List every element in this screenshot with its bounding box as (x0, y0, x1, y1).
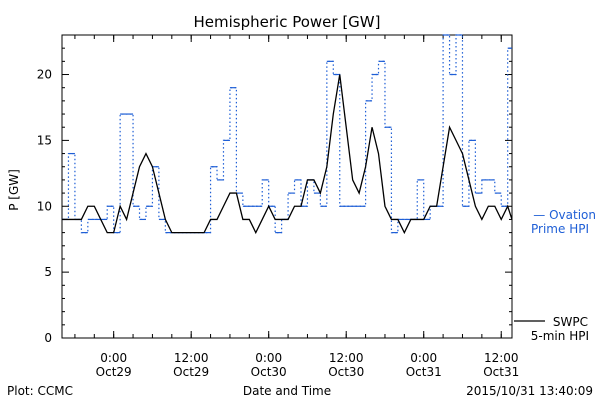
series-line-swpc (62, 74, 513, 235)
x-tick-label: 12:00 (329, 351, 364, 365)
x-tick-label: 0:00 (100, 351, 127, 365)
plot-frame (61, 34, 513, 339)
legend-ovation-line1: — Ovation (533, 208, 596, 222)
x-tick-label: 12:00 (174, 351, 209, 365)
series-layer (62, 34, 513, 235)
x-tick-label: Oct31 (406, 365, 442, 379)
y-tick-label: 5 (44, 265, 52, 279)
legend-swpc-line1: SWPC (553, 315, 588, 329)
x-axis-label: Date and Time (243, 384, 331, 398)
legend-ovation-line2: Prime HPI (531, 222, 589, 236)
y-tick-label: 15 (37, 133, 52, 147)
x-axis: 0:00Oct2912:00Oct290:00Oct3012:00Oct300:… (74, 35, 519, 379)
y-tick-label: 10 (37, 199, 52, 213)
x-tick-label: Oct31 (483, 365, 519, 379)
plot-credit: Plot: CCMC (7, 384, 73, 398)
chart-title: Hemispheric Power [GW] (194, 13, 381, 31)
x-tick-label: Oct29 (96, 365, 132, 379)
x-tick-label: 12:00 (484, 351, 519, 365)
y-axis: 0 5 10 15 20 (37, 34, 512, 345)
x-tick-label: Oct30 (251, 365, 287, 379)
y-tick-label: 20 (37, 68, 52, 82)
y-tick-label: 0 (44, 331, 52, 345)
x-tick-label: 0:00 (255, 351, 282, 365)
series-line-ovation-prime (62, 34, 512, 234)
x-tick-label: 0:00 (410, 351, 437, 365)
x-tick-label: Oct29 (173, 365, 209, 379)
x-tick-label: Oct30 (328, 365, 364, 379)
legend-swpc-line2: 5-min HPI (531, 329, 589, 343)
plot-timestamp: 2015/10/31 13:40:09 (466, 384, 593, 398)
y-axis-label: P [GW] (7, 169, 21, 211)
